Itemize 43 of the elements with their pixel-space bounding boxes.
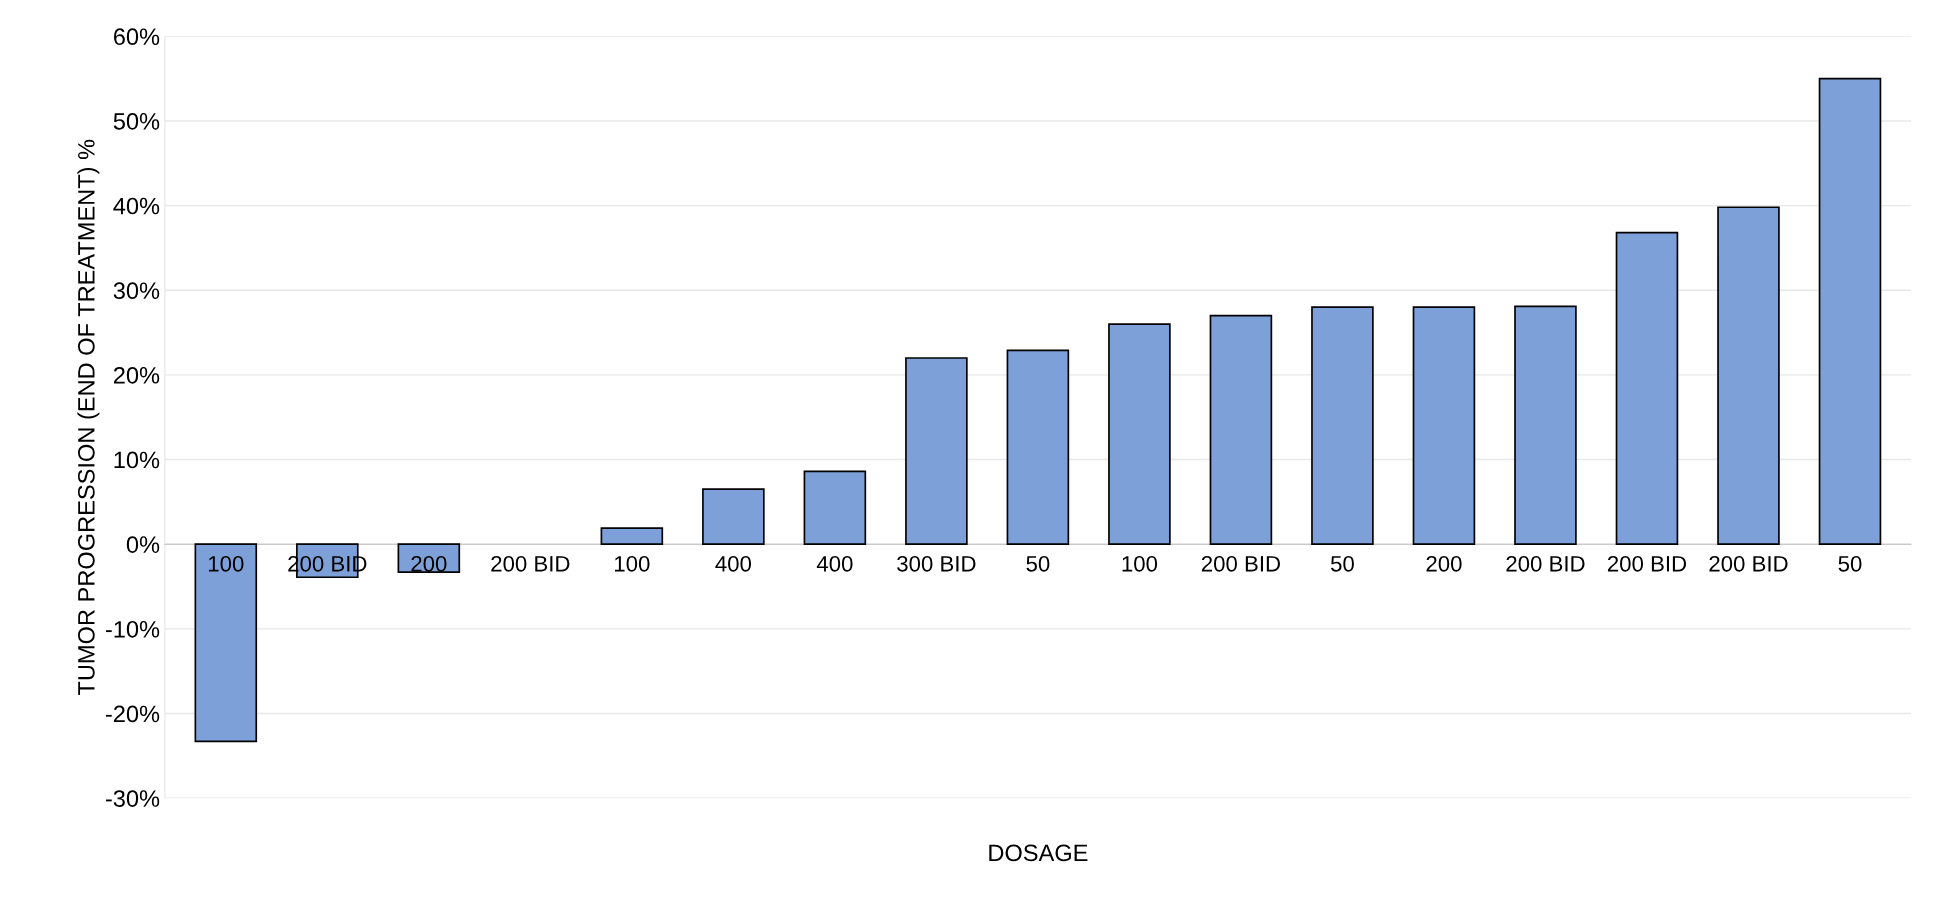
x-tick-label: 200 BID (1506, 555, 1585, 572)
x-tick-label: 100 (208, 555, 244, 572)
bar (194, 543, 258, 743)
y-tick-label: 0% (126, 536, 160, 553)
x-tick-label: 200 BID (1201, 555, 1281, 572)
x-tick-label: 200 BID (491, 555, 570, 572)
y-tick-label: -10% (105, 620, 160, 638)
x-tick-label: 400 (816, 555, 853, 572)
bar (905, 357, 968, 546)
y-axis-title: TUMOR PROGRESSION (END OF TREATMENT) % (77, 139, 100, 696)
x-tick-label: 100 (1122, 555, 1158, 572)
y-tick-label: -30% (105, 790, 160, 807)
bar (1412, 306, 1476, 546)
bar (1311, 306, 1374, 546)
y-tick-label: 60% (113, 28, 160, 46)
x-axis-title: DOSAGE (989, 844, 1088, 862)
bar (702, 488, 765, 546)
bar (1108, 323, 1171, 546)
y-tick-label: -20% (105, 705, 160, 723)
x-tick-label: 50 (1838, 555, 1862, 572)
x-tick-label: 200 (1426, 555, 1462, 572)
x-tick-label: 200 (411, 555, 447, 572)
bar (803, 470, 867, 546)
x-tick-label: 200 BID (1607, 555, 1687, 572)
x-tick-label: 300 BID (897, 555, 976, 572)
bar (600, 527, 664, 546)
bar (1717, 206, 1780, 546)
bar (1818, 77, 1882, 546)
bar (1615, 231, 1679, 546)
x-tick-label: 100 (615, 555, 650, 572)
x-tick-label: 200 BID (1709, 555, 1788, 572)
y-tick-label: 40% (113, 197, 160, 215)
bar (1514, 305, 1577, 546)
y-tick-label: 10% (114, 451, 160, 469)
bar (1209, 314, 1273, 546)
x-tick-label: 50 (1026, 555, 1050, 572)
y-tick-label: 20% (113, 366, 160, 384)
y-tick-label: 50% (113, 113, 160, 130)
bar (1006, 349, 1070, 546)
bar (397, 543, 461, 573)
x-tick-label: 400 (715, 555, 752, 572)
y-tick-label: 30% (113, 282, 160, 300)
x-tick-label: 50 (1330, 555, 1354, 572)
